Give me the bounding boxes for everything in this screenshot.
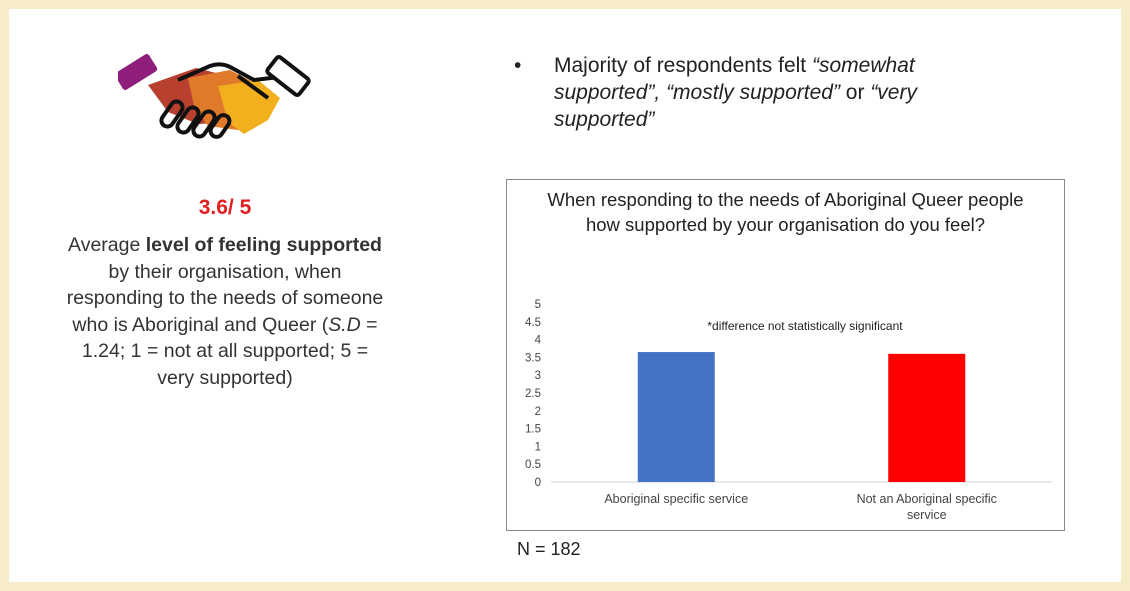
bar — [637, 352, 715, 482]
y-tick-label: 1 — [535, 441, 541, 453]
y-tick-label: 0.5 — [525, 459, 541, 471]
desc-text: Average — [68, 234, 146, 256]
average-score: 3.6/ 5 — [198, 196, 252, 219]
bullet-dot: • — [514, 54, 522, 77]
y-tick-label: 3.5 — [525, 352, 541, 364]
desc-bold-text: level of feeling supported — [145, 234, 382, 256]
y-tick-label: 2 — [535, 406, 541, 418]
desc-text: = 1.24; 1 = not at all supported; 5 = ve… — [81, 313, 378, 389]
x-tick-label: Aboriginal specific service — [604, 492, 748, 506]
y-tick-label: 4 — [535, 335, 542, 347]
chart-annotation: *difference not statistically significan… — [707, 319, 903, 333]
bar-chart: 0 0.5 1 1.5 2 2.5 3 3.5 4 4.5 5 Aboriginal specific… — [525, 299, 1052, 522]
y-tick-label: 0 — [535, 477, 541, 489]
y-tick-label: 2.5 — [525, 388, 541, 400]
x-tick-label: Not an Aboriginal specific — [857, 492, 997, 506]
y-tick-label: 1.5 — [525, 424, 541, 436]
chart-title: When responding to the needs of Aborigin… — [547, 189, 1024, 235]
handshake-icon — [118, 54, 311, 139]
bullet-text-part: Majority of respondents felt — [554, 54, 812, 77]
bar — [888, 353, 966, 482]
bullet-quote: “very supported” — [554, 81, 917, 131]
y-tick-label: 4.5 — [525, 317, 541, 329]
y-tick-label: 3 — [535, 370, 541, 382]
average-score-description: Average level of feeling supported by th… — [65, 232, 385, 391]
bullet-text: Majority of respondents felt “somewhat s… — [554, 52, 1014, 133]
sample-size: N = 182 — [517, 539, 581, 559]
y-tick-label: 5 — [535, 299, 541, 311]
desc-text: by their organisation, when responding t… — [66, 260, 384, 336]
bullet-text-part: or — [839, 81, 871, 104]
sd-label: S.D — [328, 313, 361, 336]
x-tick-label: service — [907, 508, 947, 522]
chart-container: When responding to the needs of Aborigin… — [506, 179, 1065, 531]
bullet-quote: “somewhat supported”, “mostly supported” — [554, 54, 915, 104]
